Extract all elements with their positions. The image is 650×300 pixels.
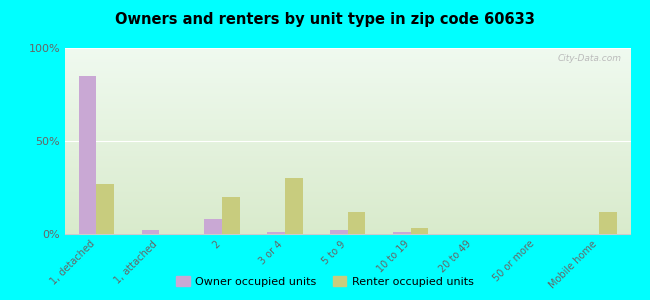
- Text: City-Data.com: City-Data.com: [558, 54, 622, 63]
- Bar: [79, 76, 96, 234]
- Bar: [411, 228, 428, 234]
- Bar: [348, 212, 365, 234]
- Bar: [599, 212, 617, 234]
- Bar: [267, 232, 285, 234]
- Bar: [393, 232, 411, 234]
- Bar: [330, 230, 348, 234]
- Bar: [205, 219, 222, 234]
- Bar: [142, 230, 159, 234]
- Bar: [96, 184, 114, 234]
- Text: Owners and renters by unit type in zip code 60633: Owners and renters by unit type in zip c…: [115, 12, 535, 27]
- Bar: [222, 197, 240, 234]
- Legend: Owner occupied units, Renter occupied units: Owner occupied units, Renter occupied un…: [172, 272, 478, 291]
- Bar: [285, 178, 302, 234]
